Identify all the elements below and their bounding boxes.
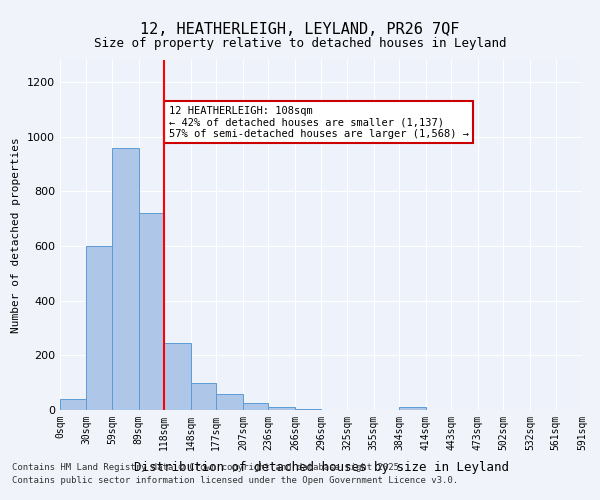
Bar [268, 408, 295, 410]
Bar [112, 148, 139, 410]
Text: 12, HEATHERLEIGH, LEYLAND, PR26 7QF: 12, HEATHERLEIGH, LEYLAND, PR26 7QF [140, 22, 460, 38]
Text: Contains public sector information licensed under the Open Government Licence v3: Contains public sector information licen… [12, 476, 458, 485]
Bar [243, 403, 268, 410]
Bar [86, 246, 112, 410]
Y-axis label: Number of detached properties: Number of detached properties [11, 137, 22, 333]
Bar [139, 213, 164, 410]
X-axis label: Distribution of detached houses by size in Leyland: Distribution of detached houses by size … [133, 461, 509, 474]
Bar [217, 394, 243, 410]
Bar [191, 382, 217, 410]
Text: 12 HEATHERLEIGH: 108sqm
← 42% of detached houses are smaller (1,137)
57% of semi: 12 HEATHERLEIGH: 108sqm ← 42% of detache… [169, 106, 469, 138]
Text: Contains HM Land Registry data © Crown copyright and database right 2025.: Contains HM Land Registry data © Crown c… [12, 462, 404, 471]
Text: Size of property relative to detached houses in Leyland: Size of property relative to detached ho… [94, 38, 506, 51]
Bar [164, 343, 191, 410]
Bar [399, 408, 425, 410]
Bar [60, 399, 86, 410]
